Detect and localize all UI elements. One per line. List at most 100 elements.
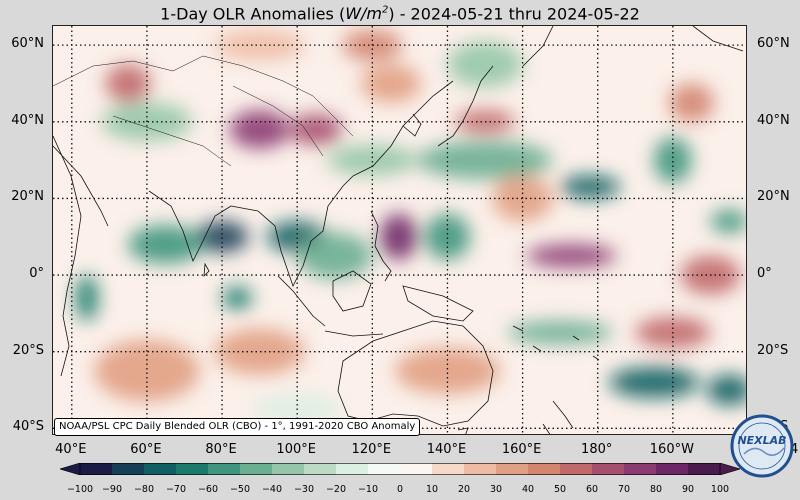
colorbar-tick-label: 80	[649, 484, 663, 495]
colorbar-tick-label: −40	[261, 484, 283, 495]
colorbar-tick-label: 30	[489, 484, 503, 495]
logo-ring	[730, 414, 794, 478]
anomaly-blob	[214, 29, 305, 61]
anomaly-blob	[526, 244, 617, 268]
latitude-label-left: 60°N	[11, 36, 44, 52]
longitude-label: 160°E	[501, 442, 542, 457]
anomaly-blob	[289, 114, 343, 145]
colorbar-tick-label: −100	[66, 484, 94, 495]
colorbar-segment	[112, 463, 145, 475]
anomaly-blob	[361, 64, 422, 103]
latitude-label-right: 20°N	[757, 189, 790, 205]
anomaly-blob	[222, 286, 253, 310]
logo-text: NEXLAB	[737, 434, 786, 447]
anomaly-blob	[105, 64, 151, 103]
colorbar-tick-label: 40	[521, 484, 535, 495]
anomaly-blob	[75, 275, 99, 322]
colorbar-segment	[464, 463, 497, 475]
latitude-label-right: 40°N	[757, 112, 790, 128]
colorbar-tick-label: 100	[710, 484, 730, 495]
colorbar-border	[79, 463, 721, 475]
anomaly-blob	[710, 209, 746, 233]
colorbar-tick-label: −90	[101, 484, 123, 495]
latitude-label-left: 40°N	[11, 112, 44, 128]
colorbar-tick-label: 50	[553, 484, 567, 495]
longitude-label: 140°E	[426, 442, 467, 457]
colorbar-segment	[176, 463, 209, 475]
colorbar-tick-label: −30	[293, 484, 315, 495]
olr-anomaly-map	[52, 25, 747, 435]
longitude-label: 180°	[581, 442, 613, 457]
nexlab-logo: NEXLAB	[730, 414, 794, 478]
colorbar-tick-label: −80	[133, 484, 155, 495]
colorbar-segment	[304, 463, 337, 475]
latitude-label-right: 60°N	[757, 36, 790, 52]
anomaly-blob	[214, 328, 305, 375]
anomaly-blob	[560, 175, 621, 199]
map-title: 1-Day OLR Anomalies (W/m2) - 2024-05-21 …	[0, 0, 800, 24]
colorbar-segment	[400, 463, 433, 475]
anomaly-blob	[379, 213, 418, 260]
logo-inner-ring	[738, 422, 786, 470]
colorbar-segment	[240, 463, 273, 475]
anomaly-blob	[417, 140, 553, 180]
anomaly-blob	[327, 144, 418, 176]
latitude-label-left: 40°S	[12, 419, 44, 435]
map-canvas	[53, 26, 746, 434]
longitude-label: 160°W	[649, 442, 694, 457]
anomaly-blob	[507, 321, 613, 345]
colorbar-segment	[688, 463, 721, 475]
colorbar-segment	[560, 463, 593, 475]
latitude-label-right: 20°S	[757, 342, 789, 358]
colorbar-segment	[368, 463, 401, 475]
colorbar-min-extend	[60, 463, 81, 475]
colorbar-segment	[496, 463, 529, 475]
anomaly-blob	[297, 232, 373, 279]
anomaly-blob	[424, 213, 471, 260]
colorbar-tick-label: −10	[357, 484, 379, 495]
latitude-label-left: 20°N	[11, 189, 44, 205]
colorbar-tick-label: −20	[325, 484, 347, 495]
logo-globe-mark	[743, 447, 785, 456]
colorbar-tick-label: 10	[425, 484, 439, 495]
source-note: NOAA/PSL CPC Daily Blended OLR (CBO) - 1…	[54, 418, 421, 436]
colorbar-tick-label: 70	[617, 484, 631, 495]
colorbar-tick-label: 90	[681, 484, 695, 495]
anomaly-blob	[394, 347, 501, 394]
colorbar-segment	[80, 463, 113, 475]
colorbar	[60, 463, 740, 475]
colorbar-segment	[432, 463, 465, 475]
colorbar-tick-label: −60	[197, 484, 219, 495]
title-unit: W/m	[345, 4, 382, 24]
colorbar-segment	[272, 463, 305, 475]
longitude-label: 80°E	[205, 442, 237, 457]
longitude-label: 40°E	[55, 442, 87, 457]
latitude-label-left: 20°S	[12, 342, 44, 358]
longitude-label: 100°E	[276, 442, 316, 457]
colorbar-tick-label: 0	[396, 484, 404, 495]
title-unit-exponent: 2	[381, 5, 389, 16]
anomaly-blob	[706, 374, 746, 406]
colorbar-segment	[144, 463, 177, 475]
anomaly-blob	[94, 340, 200, 402]
colorbar-segment	[528, 463, 561, 475]
latitude-label-right: 0°	[757, 266, 772, 282]
anomaly-blob	[609, 367, 700, 398]
colorbar-tick-label: −50	[229, 484, 251, 495]
colorbar-tick-label: 60	[585, 484, 599, 495]
longitude-label: 60°E	[130, 442, 162, 457]
latitude-label-left: 0°	[29, 266, 44, 282]
anomaly-blob	[654, 137, 692, 184]
colorbar-segment	[208, 463, 241, 475]
anomaly-blob	[669, 83, 715, 122]
anomaly-blob	[229, 110, 290, 149]
colorbar-tick-label: −70	[165, 484, 187, 495]
colorbar-tick-label: 20	[457, 484, 471, 495]
longitude-label: 120°E	[351, 442, 392, 457]
colorbar-segment	[336, 463, 369, 475]
title-suffix: ) - 2024-05-21 thru 2024-05-22	[388, 4, 640, 24]
anomaly-blob	[447, 41, 523, 88]
colorbar-segment	[656, 463, 689, 475]
colorbar-segment	[592, 463, 625, 475]
colorbar-segment	[624, 463, 657, 475]
